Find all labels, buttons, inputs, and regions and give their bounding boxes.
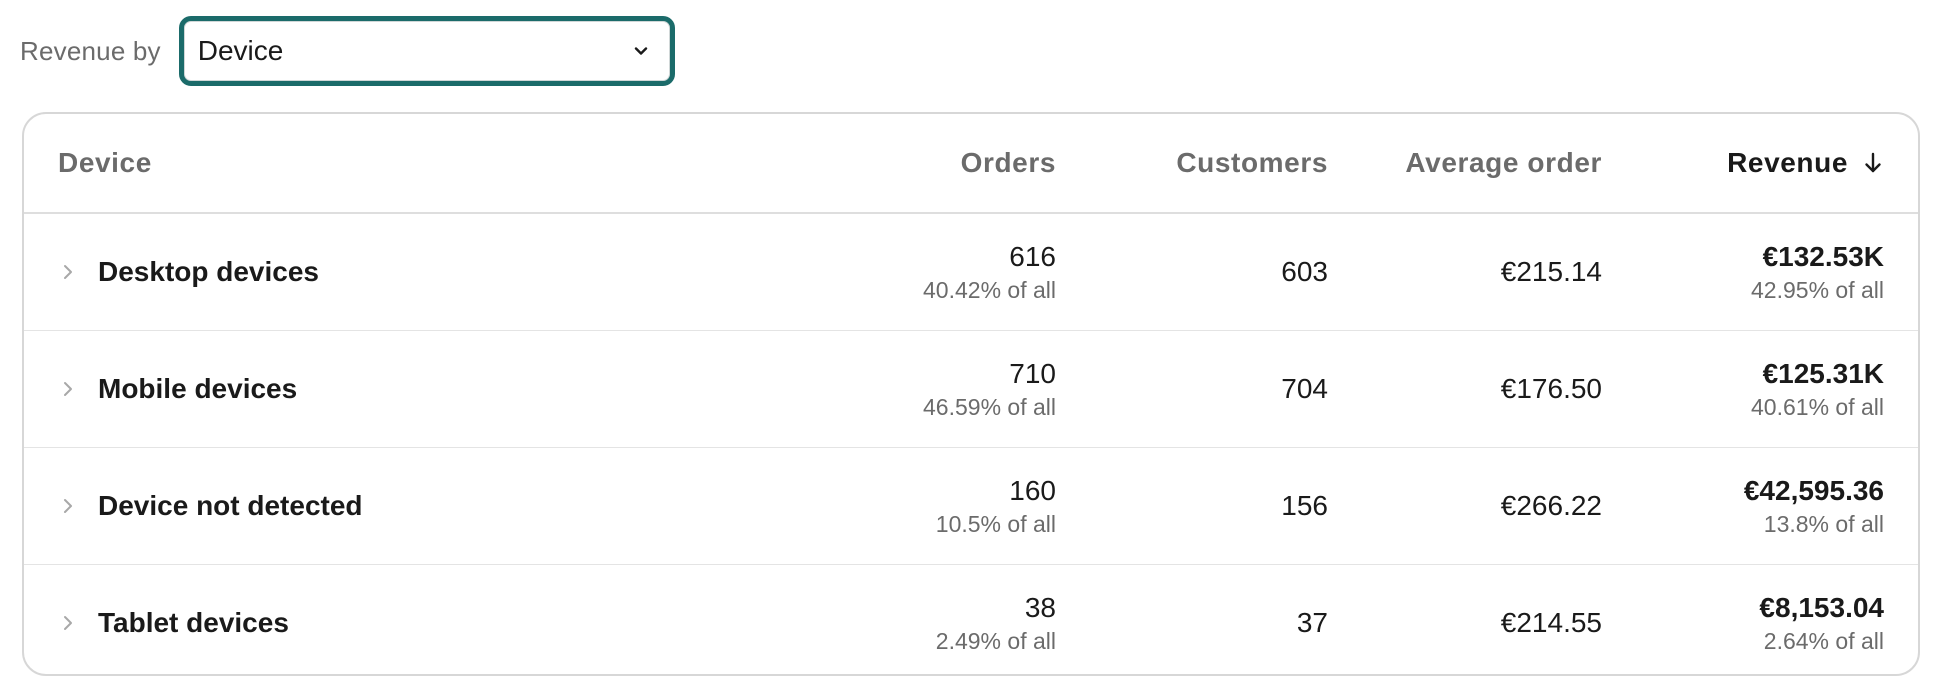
average-order-value: €176.50: [1500, 373, 1602, 404]
chevron-right-icon[interactable]: [58, 613, 78, 633]
orders-value: 160: [1009, 475, 1056, 506]
customers-value: 704: [1281, 373, 1328, 404]
column-header-revenue[interactable]: Revenue: [1727, 114, 1884, 212]
orders-share: 2.49% of all: [935, 628, 1056, 654]
customers-cell: 37: [1296, 565, 1328, 674]
average-order-value: €214.55: [1500, 607, 1602, 638]
group-by-select-value: Device: [197, 35, 284, 66]
revenue-cell: €132.53K 42.95% of all: [1751, 214, 1884, 330]
chevron-right-icon[interactable]: [58, 262, 78, 282]
column-header-orders[interactable]: Orders: [960, 147, 1056, 178]
revenue-cell: €8,153.04 2.64% of all: [1759, 565, 1884, 674]
revenue-share: 42.95% of all: [1751, 277, 1884, 303]
column-header-revenue-label: Revenue: [1727, 147, 1848, 178]
row-name-cell: Desktop devices: [58, 214, 319, 330]
row-name: Desktop devices: [98, 256, 319, 287]
customers-cell: 704: [1281, 331, 1328, 447]
row-name-cell: Tablet devices: [58, 565, 289, 674]
column-header-device[interactable]: Device: [58, 147, 152, 178]
group-by-control: Revenue by Device: [20, 12, 675, 90]
orders-share: 10.5% of all: [935, 511, 1056, 537]
revenue-value: €125.31K: [1762, 358, 1884, 389]
customers-value: 37: [1296, 607, 1328, 638]
row-name: Device not detected: [98, 490, 363, 521]
revenue-cell: €42,595.36 13.8% of all: [1744, 448, 1884, 564]
orders-cell: 38 2.49% of all: [935, 565, 1056, 674]
average-order-cell: €176.50: [1501, 331, 1602, 447]
revenue-table: Device Orders Customers Average order Re…: [22, 112, 1920, 676]
average-order-cell: €266.22: [1501, 448, 1602, 564]
table-header: Device Orders Customers Average order Re…: [24, 114, 1918, 214]
orders-cell: 616 40.42% of all: [923, 214, 1056, 330]
group-by-label: Revenue by: [20, 35, 161, 66]
revenue-share: 40.61% of all: [1751, 394, 1884, 420]
row-name-cell: Mobile devices: [58, 331, 297, 447]
table-row[interactable]: Device not detected 160 10.5% of all 156…: [24, 448, 1918, 565]
customers-value: 156: [1281, 490, 1328, 521]
orders-value: 38: [1024, 592, 1056, 623]
customers-cell: 156: [1281, 448, 1328, 564]
orders-cell: 160 10.5% of all: [936, 448, 1056, 564]
table-row[interactable]: Desktop devices 616 40.42% of all 603 €2…: [24, 214, 1918, 331]
average-order-value: €215.14: [1500, 256, 1602, 287]
revenue-share: 13.8% of all: [1763, 511, 1884, 537]
customers-value: 603: [1281, 256, 1328, 287]
revenue-value: €42,595.36: [1743, 475, 1884, 506]
average-order-value: €266.22: [1500, 490, 1602, 521]
orders-value: 616: [1009, 241, 1056, 272]
row-name: Mobile devices: [98, 373, 298, 404]
chevron-down-icon: [630, 40, 652, 62]
average-order-cell: €215.14: [1501, 214, 1602, 330]
arrow-down-icon: [1862, 152, 1884, 174]
revenue-cell: €125.31K 40.61% of all: [1751, 331, 1884, 447]
table-body: Desktop devices 616 40.42% of all 603 €2…: [24, 214, 1918, 674]
table-row[interactable]: Mobile devices 710 46.59% of all 704 €17…: [24, 331, 1918, 448]
average-order-cell: €214.55: [1500, 565, 1602, 674]
row-name-cell: Device not detected: [58, 448, 363, 564]
column-header-customers[interactable]: Customers: [1176, 147, 1328, 178]
table-row[interactable]: Tablet devices 38 2.49% of all 37 €214.5…: [24, 565, 1918, 674]
orders-share: 46.59% of all: [923, 394, 1056, 420]
column-header-average-order[interactable]: Average order: [1405, 147, 1602, 178]
revenue-share: 2.64% of all: [1763, 628, 1884, 654]
group-by-select[interactable]: Device: [178, 16, 675, 86]
customers-cell: 603: [1281, 214, 1328, 330]
chevron-right-icon[interactable]: [58, 379, 78, 399]
revenue-value: €132.53K: [1762, 241, 1884, 272]
orders-share: 40.42% of all: [923, 277, 1056, 303]
orders-cell: 710 46.59% of all: [923, 331, 1056, 447]
row-name: Tablet devices: [98, 607, 289, 638]
revenue-value: €8,153.04: [1759, 592, 1884, 623]
chevron-right-icon[interactable]: [58, 496, 78, 516]
orders-value: 710: [1009, 358, 1056, 389]
